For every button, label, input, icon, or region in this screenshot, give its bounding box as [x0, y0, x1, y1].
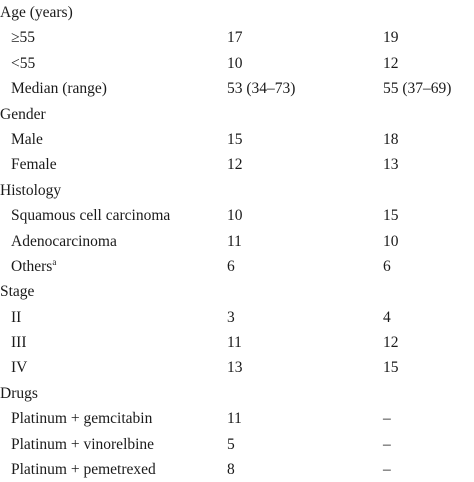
cell-group-a: 15 — [227, 130, 243, 148]
row-label: Platinum + gemcitabin — [11, 410, 153, 428]
cell-group-b: 15 — [383, 207, 399, 225]
cell-group-a: 13 — [227, 359, 243, 377]
row-label: ≥55 — [11, 29, 36, 47]
cell-group-a: 53 (34–73) — [227, 80, 296, 98]
table-row: II 3 4 — [0, 305, 474, 330]
row-label: II — [11, 308, 22, 326]
cell-group-a: 5 — [227, 435, 235, 453]
table-row: Median (range) 53 (34–73) 55 (37–69) — [0, 76, 474, 101]
table-row: Squamous cell carcinoma 10 15 — [0, 203, 474, 228]
section-row-age: Age (years) — [0, 0, 474, 25]
row-label: Median (range) — [11, 80, 107, 98]
cell-group-b: 10 — [383, 232, 399, 250]
table-row: ≥55 17 19 — [0, 25, 474, 50]
cell-group-a: 3 — [227, 308, 235, 326]
row-label: Others — [11, 257, 53, 275]
cell-group-b: 15 — [383, 359, 399, 377]
table-row: Platinum + vinorelbine 5 – — [0, 432, 474, 457]
section-row-histology: Histology — [0, 178, 474, 203]
cell-group-a: 8 — [227, 461, 235, 479]
cell-group-b: 6 — [383, 257, 391, 275]
table-row: Platinum + gemcitabin 11 – — [0, 406, 474, 431]
cell-group-a: 12 — [227, 156, 243, 174]
section-label: Drugs — [0, 384, 38, 402]
table-row: <55 10 12 — [0, 51, 474, 76]
row-label: IV — [11, 359, 28, 377]
cell-group-b: – — [383, 410, 391, 428]
cell-group-a: 10 — [227, 207, 243, 225]
cell-group-b: 19 — [383, 29, 399, 47]
cell-group-a: 17 — [227, 29, 243, 47]
cell-group-b: – — [383, 461, 391, 479]
section-row-stage: Stage — [0, 279, 474, 304]
row-label: Adenocarcinoma — [11, 232, 117, 250]
row-label: <55 — [11, 54, 36, 72]
section-label: Gender — [0, 105, 46, 123]
section-row-drugs: Drugs — [0, 381, 474, 406]
footnote-marker: a — [52, 256, 57, 267]
cell-group-b: 55 (37–69) — [383, 80, 452, 98]
table-row: Male 15 18 — [0, 127, 474, 152]
cell-group-a: 11 — [227, 410, 242, 428]
row-label: Squamous cell carcinoma — [11, 207, 171, 225]
row-label: Male — [11, 130, 43, 148]
cell-group-b: 12 — [383, 54, 399, 72]
cell-group-b: 4 — [383, 308, 391, 326]
table-row: III 11 12 — [0, 330, 474, 355]
row-label: Platinum + vinorelbine — [11, 435, 155, 453]
section-label: Histology — [0, 181, 62, 199]
table-row: Othersa 6 6 — [0, 254, 474, 279]
cell-group-b: 12 — [383, 334, 399, 352]
row-label: Female — [11, 156, 57, 174]
cell-group-b: 13 — [383, 156, 399, 174]
table-row: Adenocarcinoma 11 10 — [0, 229, 474, 254]
table-row: IV 13 15 — [0, 355, 474, 380]
cell-group-b: – — [383, 435, 391, 453]
cell-group-a: 6 — [227, 257, 235, 275]
row-label-with-footnote: Othersa — [11, 256, 57, 275]
row-label: Platinum + pemetrexed — [11, 461, 156, 479]
cell-group-b: 18 — [383, 130, 399, 148]
section-label: Age (years) — [0, 4, 73, 21]
cell-group-a: 11 — [227, 232, 242, 250]
section-label: Stage — [0, 283, 35, 301]
table-row: Female 12 13 — [0, 152, 474, 177]
cell-group-a: 10 — [227, 54, 243, 72]
row-label: III — [11, 334, 27, 352]
cell-group-a: 11 — [227, 334, 242, 352]
section-row-gender: Gender — [0, 102, 474, 127]
table-row: Platinum + pemetrexed 8 – — [0, 457, 474, 482]
